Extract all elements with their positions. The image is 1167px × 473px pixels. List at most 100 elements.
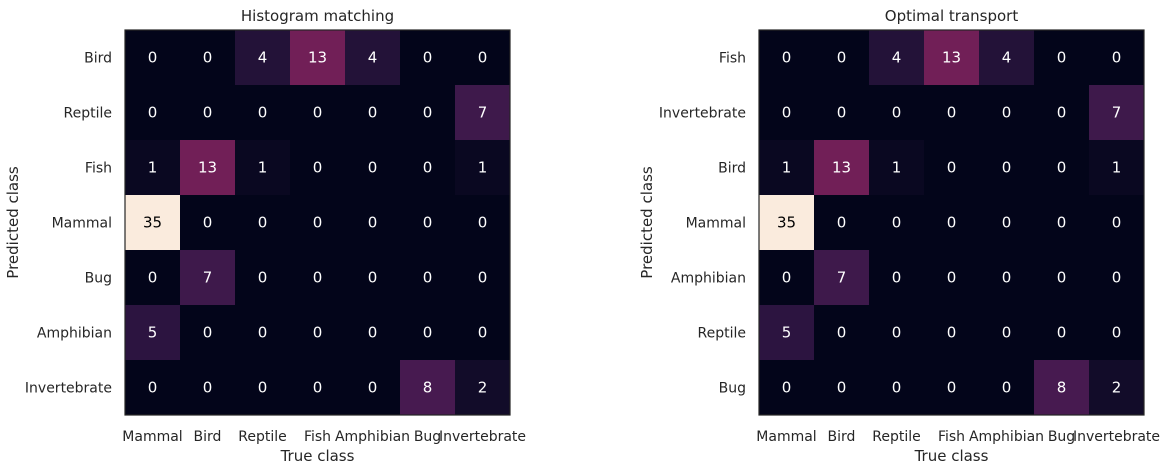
- cell-value-label: 0: [1057, 269, 1067, 287]
- x-tick-label: Amphibian: [335, 429, 410, 445]
- heatmap-cell: [1034, 140, 1090, 196]
- cell-value-label: 0: [203, 379, 213, 397]
- y-tick-label: Reptile: [698, 326, 746, 342]
- cell-value-label: 0: [837, 324, 847, 342]
- cell-value-label: 1: [782, 159, 792, 177]
- x-tick-label: Reptile: [238, 429, 286, 445]
- heatmap-cell: [924, 85, 980, 141]
- y-axis-label: Predicted class: [638, 166, 656, 279]
- heatmap-cell: [1034, 195, 1090, 251]
- heatmap-cell: [290, 195, 346, 251]
- cell-value-label: 7: [203, 269, 213, 287]
- heatmap-cell: [869, 195, 925, 251]
- x-axis-label: True class: [280, 447, 355, 465]
- y-tick-label: Bug: [719, 381, 746, 397]
- cell-value-label: 0: [947, 269, 957, 287]
- heatmap-cell: [814, 30, 870, 86]
- heatmap-cell: [180, 305, 236, 361]
- cell-value-label: 0: [782, 269, 792, 287]
- cell-value-label: 13: [198, 159, 217, 177]
- heatmap-cell: [400, 85, 456, 141]
- cell-value-label: 0: [478, 49, 488, 67]
- heatmap-cell: [979, 140, 1035, 196]
- cell-value-label: 0: [423, 269, 433, 287]
- heatmap-cell: [814, 305, 870, 361]
- cell-value-label: 0: [148, 104, 158, 122]
- cell-value-label: 0: [258, 214, 268, 232]
- cell-value-label: 0: [1112, 269, 1122, 287]
- cell-value-label: 0: [258, 269, 268, 287]
- cell-value-label: 1: [148, 159, 158, 177]
- cell-value-label: 0: [1002, 214, 1012, 232]
- heatmap-cell: [869, 140, 925, 196]
- y-tick-label: Bug: [85, 271, 112, 287]
- heatmap-cell: [759, 250, 815, 306]
- heatmap-cell: [869, 250, 925, 306]
- cell-value-label: 0: [368, 214, 378, 232]
- heatmap-cell: [400, 250, 456, 306]
- cell-value-label: 0: [1002, 324, 1012, 342]
- heatmap-cell: [1089, 250, 1145, 306]
- cell-value-label: 35: [143, 214, 162, 232]
- cell-value-label: 0: [837, 104, 847, 122]
- cell-value-label: 0: [423, 324, 433, 342]
- cell-value-label: 0: [258, 324, 268, 342]
- y-tick-label: Mammal: [686, 216, 746, 232]
- cell-value-label: 5: [148, 324, 158, 342]
- heatmap-cell: [924, 250, 980, 306]
- heatmap-cell: [455, 305, 511, 361]
- cell-value-label: 0: [1057, 159, 1067, 177]
- heatmap-cell: [290, 360, 346, 416]
- heatmap-cell: [235, 85, 291, 141]
- cell-value-label: 0: [947, 159, 957, 177]
- cell-value-label: 0: [782, 379, 792, 397]
- heatmap-cell: [1089, 140, 1145, 196]
- heatmap-cell: [180, 30, 236, 86]
- cell-value-label: 0: [1112, 49, 1122, 67]
- cell-value-label: 0: [203, 104, 213, 122]
- cell-value-label: 0: [203, 324, 213, 342]
- heatmap-cell: [290, 85, 346, 141]
- heatmap-cell: [979, 305, 1035, 361]
- cell-value-label: 0: [892, 269, 902, 287]
- heatmap-cell: [345, 195, 401, 251]
- heatmap-cell: [125, 360, 181, 416]
- x-tick-label: Invertebrate: [1073, 429, 1160, 445]
- heatmap-cell: [345, 305, 401, 361]
- heatmap-cell: [1089, 85, 1145, 141]
- cell-value-label: 7: [1112, 104, 1122, 122]
- heatmap-cell: [1034, 30, 1090, 86]
- heatmap-cell: [455, 250, 511, 306]
- cell-value-label: 0: [423, 159, 433, 177]
- cell-value-label: 0: [478, 324, 488, 342]
- cell-value-label: 1: [258, 159, 268, 177]
- cell-value-label: 2: [478, 379, 488, 397]
- cell-value-label: 1: [892, 159, 902, 177]
- cell-value-label: 0: [947, 379, 957, 397]
- heatmap-cell: [125, 195, 181, 251]
- cell-value-label: 0: [947, 214, 957, 232]
- heatmap-cell: [455, 30, 511, 86]
- heatmap-cell: [455, 140, 511, 196]
- heatmap-cell: [180, 195, 236, 251]
- heatmap-cell: [235, 30, 291, 86]
- y-axis-label: Predicted class: [4, 166, 22, 279]
- cell-value-label: 0: [148, 379, 158, 397]
- heatmap-cell: [814, 250, 870, 306]
- x-tick-label: Bird: [194, 429, 222, 445]
- x-tick-label: Bird: [828, 429, 856, 445]
- heatmap-cell: [180, 85, 236, 141]
- cell-value-label: 4: [258, 49, 268, 67]
- cell-value-label: 0: [203, 214, 213, 232]
- heatmap-cell: [869, 30, 925, 86]
- heatmap-cell: [125, 305, 181, 361]
- heatmap-cell: [400, 360, 456, 416]
- heatmap-cell: [125, 30, 181, 86]
- cell-value-label: 0: [1057, 214, 1067, 232]
- heatmap-cell: [924, 30, 980, 86]
- heatmap-cell: [979, 360, 1035, 416]
- heatmap-cell: [759, 85, 815, 141]
- heatmap-cell: [235, 250, 291, 306]
- heatmap-cell: [814, 195, 870, 251]
